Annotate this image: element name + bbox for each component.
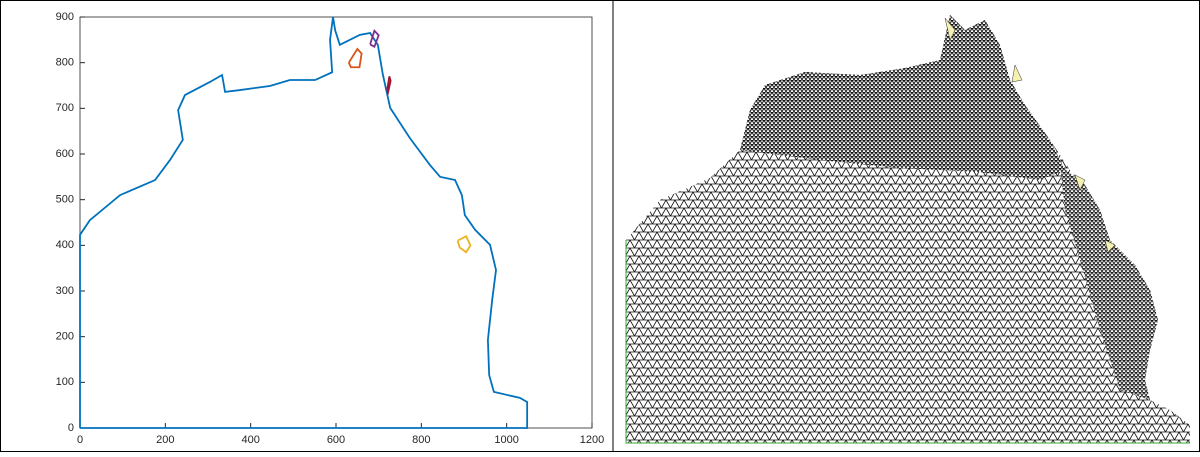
y-tick-label: 500 xyxy=(56,194,74,206)
axes-box xyxy=(79,16,593,429)
mesh-fine-east xyxy=(1060,165,1158,400)
x-tick-label: 0 xyxy=(77,434,83,446)
coastline xyxy=(79,16,529,429)
x-tick-label: 1000 xyxy=(494,434,518,446)
mesh-boundary xyxy=(625,240,1190,444)
plot: 0 200 400 600 800 1000 1200 0 100 200 300 400 500 600… xyxy=(56,11,605,446)
coastline xyxy=(369,28,380,48)
coastline xyxy=(347,47,363,69)
y-tick-label: 200 xyxy=(56,331,74,343)
coastline xyxy=(456,234,472,254)
y-tick-label: 100 xyxy=(56,376,74,388)
y-tick-label: 900 xyxy=(56,11,74,23)
y-tick-label: 300 xyxy=(56,285,74,297)
mesh-islands xyxy=(944,17,1116,253)
mesh-image xyxy=(625,15,1190,444)
x-tick-label: 200 xyxy=(156,434,174,446)
y-tick-label: 400 xyxy=(56,239,74,251)
y-tick-label: 700 xyxy=(56,102,74,114)
coastline xyxy=(386,76,392,96)
x-tick-label: 800 xyxy=(412,434,430,446)
x-tick-label: 1200 xyxy=(580,434,604,446)
x-tick-label: 400 xyxy=(241,434,259,446)
x-tick-label: 600 xyxy=(327,434,345,446)
mesh-fine xyxy=(740,15,1065,180)
y-tick-label: 800 xyxy=(56,57,74,69)
y-tick-label: 0 xyxy=(68,422,74,434)
y-tick-label: 600 xyxy=(56,148,74,160)
